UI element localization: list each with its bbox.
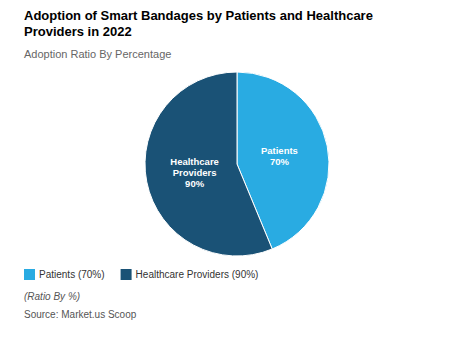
slice-value-label: 70% — [270, 156, 290, 167]
legend-item: Healthcare Providers (90%) — [121, 269, 259, 280]
slice-value-label: 90% — [185, 178, 205, 189]
legend-label: Healthcare Providers (90%) — [136, 269, 259, 280]
legend: Patients (70%) Healthcare Providers (90%) — [24, 269, 258, 280]
subtitle: Adoption Ratio By Percentage — [24, 48, 171, 60]
slice-label: Patients70% — [261, 145, 298, 167]
slice-label: HealthcareProviders90% — [170, 156, 219, 189]
source: Source: Market.us Scoop — [24, 309, 137, 320]
legend-label: Patients (70%) — [39, 269, 105, 280]
legend-swatch — [24, 269, 35, 280]
legend-item: Patients (70%) — [24, 269, 105, 280]
legend-swatch — [121, 269, 132, 280]
slice-category-label: Patients — [261, 145, 298, 156]
title: Adoption of Smart Bandages by Patients a… — [24, 8, 373, 39]
chart-svg: Adoption of Smart Bandages by Patients a… — [0, 0, 474, 359]
footnote: (Ratio By %) — [24, 291, 80, 302]
pie-slice — [145, 72, 272, 256]
pie: Patients70% HealthcareProviders90% — [145, 72, 329, 256]
slice-category-label: HealthcareProviders — [170, 156, 219, 178]
